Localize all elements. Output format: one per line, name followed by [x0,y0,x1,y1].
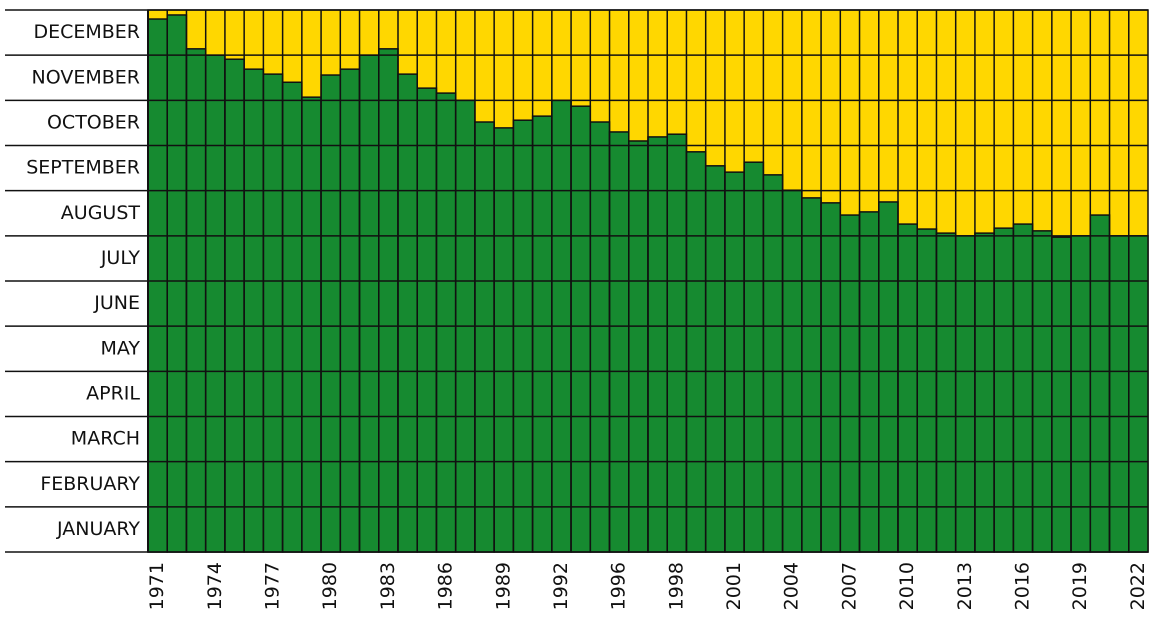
y-tick-label: JANUARY [56,518,140,540]
y-tick-label: APRIL [86,382,140,404]
bar [281,81,303,553]
bar [993,227,1015,553]
bar [301,96,322,553]
x-tick-label: 2022 [1127,562,1149,610]
x-tick-label: 2010 [896,562,918,610]
x-tick-label: 1983 [377,562,399,610]
x-tick-label: 2016 [1012,562,1034,610]
x-tick-label: 2004 [781,562,803,610]
bar [589,121,611,553]
y-tick-label: DECEMBER [33,21,140,43]
x-tick-label: 1974 [204,562,226,610]
bar [512,119,534,553]
x-tick-label: 1992 [550,562,572,610]
y-tick-label: JULY [100,247,141,269]
bar [204,54,226,553]
y-tick-label: MAY [100,337,140,359]
bar [858,211,880,553]
bar [724,171,745,553]
x-tick-label: 2001 [723,562,745,610]
bar [378,48,399,553]
bar [762,174,784,553]
bar [1070,235,1092,553]
bar [416,87,438,553]
x-tick-label: 1980 [319,562,341,610]
bar [358,54,380,553]
x-tick-label: 1971 [146,562,168,610]
bar [704,165,726,553]
y-tick-label: OCTOBER [47,111,140,133]
bar [1089,214,1111,553]
bar [647,136,668,553]
bar [243,68,265,553]
bar [435,92,457,553]
bar [185,48,207,553]
y-tick-label: NOVEMBER [32,66,140,88]
bar [339,68,361,553]
x-tick-label: 2007 [838,562,860,610]
bar [224,58,245,553]
bar [839,214,861,553]
bar [1108,235,1130,553]
y-tick-label: JUNE [93,292,140,314]
x-tick-label: 1996 [608,562,630,610]
bar [743,161,765,553]
y-tick-label: AUGUST [61,202,141,224]
bar [1128,235,1149,553]
x-tick-label: 1989 [492,562,514,610]
bar [820,202,842,553]
y-tick-label: FEBRUARY [40,473,140,495]
bar [878,201,899,553]
x-tick-label: 2013 [954,562,976,610]
bar [954,235,976,553]
bar [320,74,342,553]
x-tick-label: 2019 [1069,562,1091,610]
bar [608,131,630,553]
bar [916,228,938,553]
bar [493,127,515,553]
bar [166,14,188,553]
bar [1012,223,1034,553]
bar [474,121,495,553]
bar [801,197,822,553]
bar [531,115,553,553]
bar [897,223,918,553]
bar [685,151,707,553]
x-tick-label: 1977 [262,562,284,610]
bar [628,140,649,553]
y-tick-label: SEPTEMBER [26,157,140,179]
x-tick-label: 1998 [665,562,687,610]
bar [666,133,688,553]
bar [1051,236,1072,553]
bar [570,105,592,553]
x-tick-label: 1986 [435,562,457,610]
y-tick-label: MARCH [71,428,140,450]
bar [147,18,168,553]
bar [1031,230,1053,553]
